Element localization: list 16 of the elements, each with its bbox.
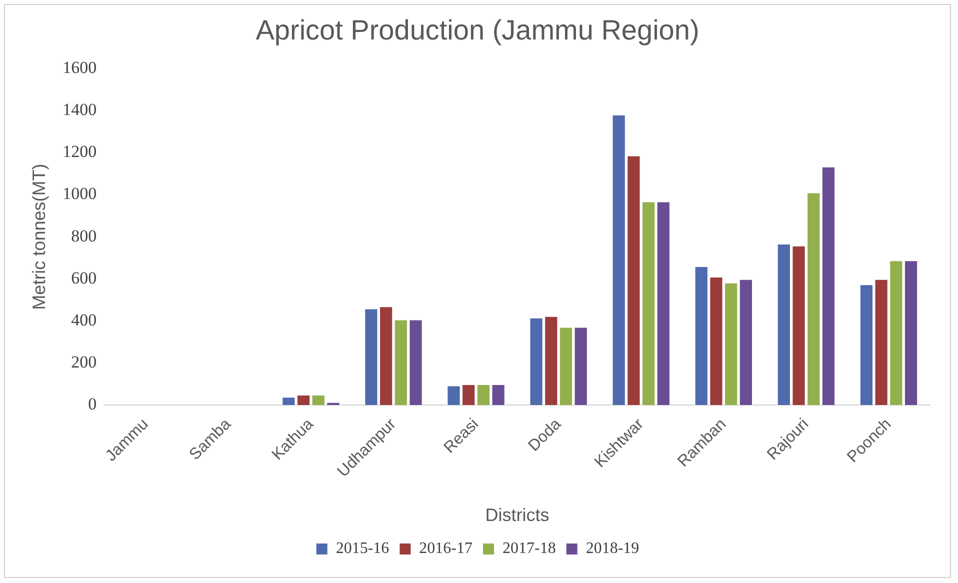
y-tick-label: 1000: [62, 184, 97, 204]
x-axis-title: Districts: [485, 505, 550, 526]
y-tick-label: 200: [71, 352, 97, 372]
y-tick-label: 1400: [62, 100, 97, 120]
y-axis-title: Metric tonnes(MT): [28, 164, 49, 310]
legend-label: 2016-17: [419, 540, 472, 558]
legend-label: 2015-16: [336, 540, 390, 558]
y-tick-label: 1600: [62, 58, 97, 78]
y-tick-label: 800: [71, 226, 97, 246]
legend-label: 2017-18: [502, 540, 556, 558]
legend-label: 2018-19: [586, 540, 640, 558]
y-tick-label: 1200: [62, 142, 97, 162]
y-tick-label: 600: [71, 268, 97, 288]
chart-title: Apricot Production (Jammu Region): [256, 14, 700, 46]
y-tick-label: 0: [88, 394, 97, 414]
y-tick-label: 400: [71, 310, 97, 330]
